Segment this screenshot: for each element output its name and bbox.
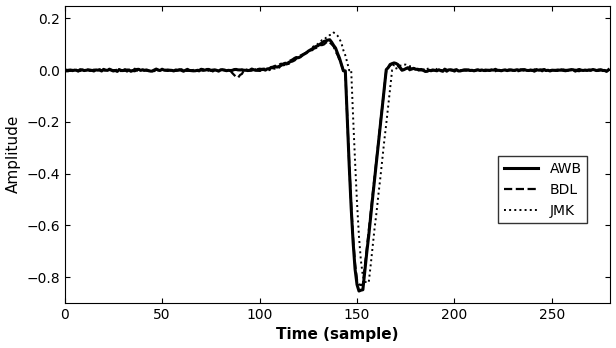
JMK: [365, 280, 373, 285]
AWB: [322, 39, 330, 43]
AWB: [400, 68, 408, 72]
AWB: [517, 68, 524, 72]
AWB: [355, 289, 363, 293]
BDL: [400, 68, 408, 72]
BDL: [61, 69, 68, 73]
BDL: [357, 283, 365, 287]
BDL: [145, 69, 152, 73]
Line: BDL: BDL: [65, 41, 609, 285]
Legend: AWB, BDL, JMK: AWB, BDL, JMK: [498, 157, 587, 223]
Line: AWB: AWB: [65, 40, 609, 291]
X-axis label: Time (sample): Time (sample): [276, 327, 399, 342]
Y-axis label: Amplitude: Amplitude: [6, 115, 20, 193]
AWB: [61, 67, 68, 71]
JMK: [517, 68, 524, 72]
Line: JMK: JMK: [65, 32, 609, 283]
BDL: [517, 67, 524, 71]
JMK: [61, 68, 68, 72]
JMK: [513, 68, 521, 72]
BDL: [322, 41, 330, 45]
JMK: [322, 36, 330, 40]
AWB: [605, 68, 612, 72]
AWB: [145, 69, 152, 73]
BDL: [513, 69, 521, 73]
JMK: [605, 67, 612, 71]
JMK: [330, 30, 338, 34]
AWB: [375, 141, 382, 145]
BDL: [324, 39, 331, 44]
BDL: [375, 139, 382, 143]
JMK: [375, 192, 382, 196]
BDL: [605, 68, 612, 72]
JMK: [400, 62, 408, 66]
AWB: [326, 38, 333, 42]
JMK: [145, 69, 152, 73]
AWB: [513, 68, 521, 72]
